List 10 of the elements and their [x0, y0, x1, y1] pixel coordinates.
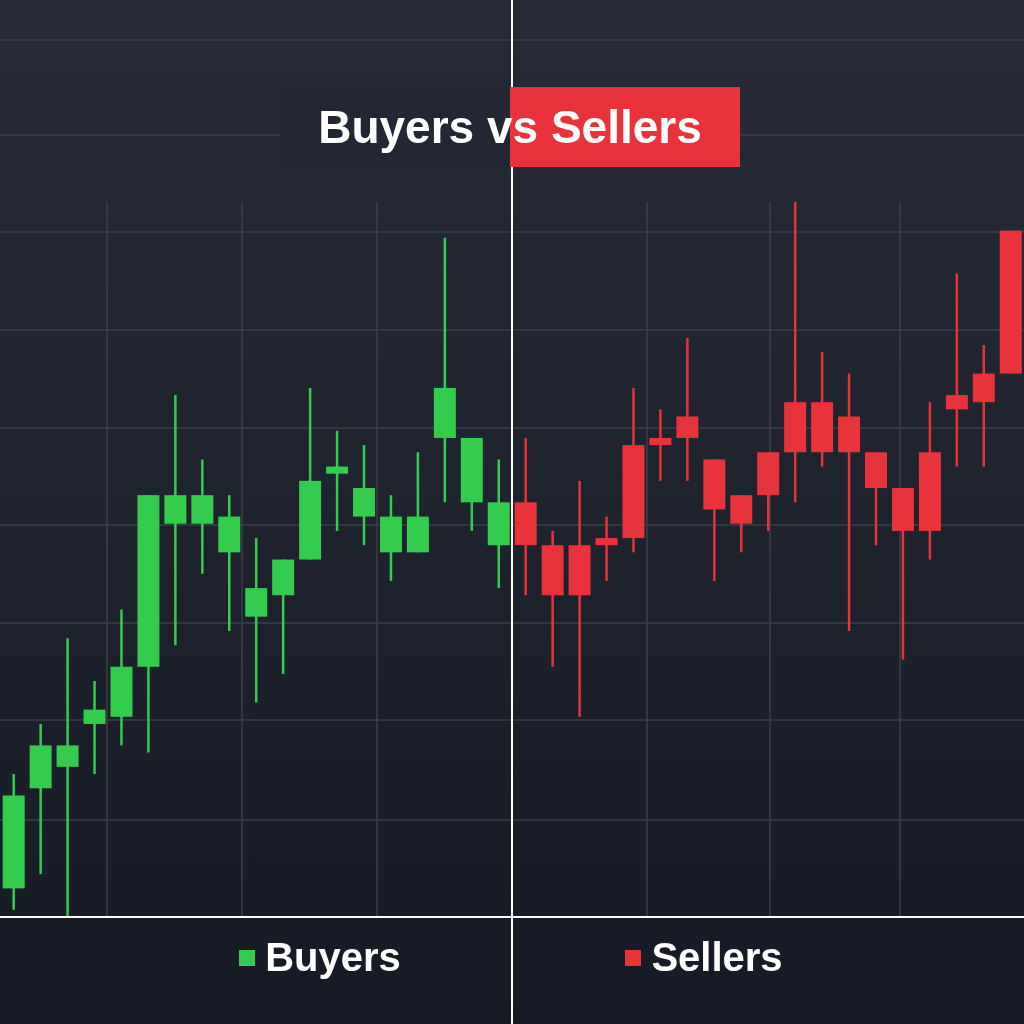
candlestick: [649, 408, 672, 483]
candlestick: [83, 679, 106, 776]
candlestick: [326, 429, 349, 533]
candlestick: [164, 393, 187, 647]
candlestick: [676, 336, 699, 483]
candlestick: [595, 515, 618, 583]
legend-label: Buyers: [265, 935, 401, 980]
legend-label: Sellers: [651, 935, 783, 980]
candlestick: [56, 636, 79, 917]
candlestick: [945, 272, 968, 468]
